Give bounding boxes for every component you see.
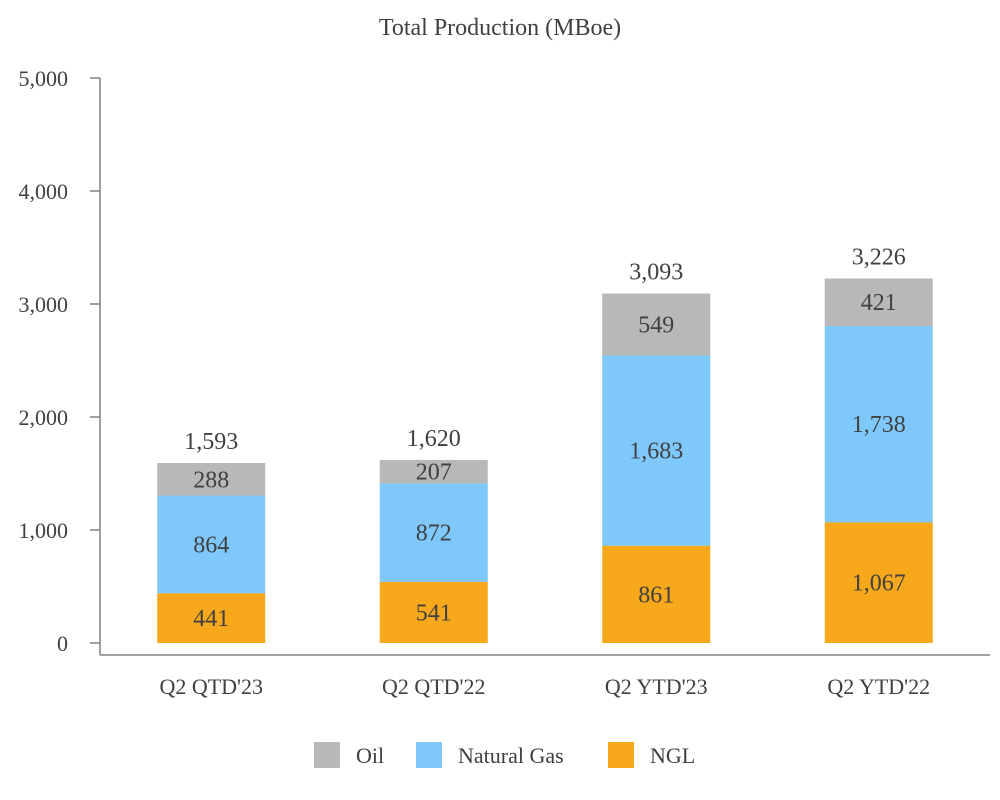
legend-label-oil: Oil — [356, 743, 384, 768]
axes: 0 1,000 2,000 3,000 4,000 5,000 — [19, 66, 990, 656]
legend-swatch-oil — [314, 742, 340, 768]
chart-title: Total Production (MBoe) — [379, 15, 621, 41]
data-label-natural-gas: 1,738 — [852, 412, 906, 438]
data-label-oil: 207 — [416, 460, 452, 486]
x-tick-label: Q2 QTD'23 — [159, 674, 263, 699]
bar-segment-ngl — [157, 593, 266, 643]
bar-segment-natural-gas — [602, 355, 711, 546]
data-label-ngl: 1,067 — [852, 571, 906, 597]
bar-segment-oil — [602, 293, 711, 356]
legend: Oil Natural Gas NGL — [314, 742, 695, 768]
y-tick-label: 4,000 — [19, 179, 69, 204]
y-tick-label: 0 — [57, 631, 68, 656]
data-label-ngl: 861 — [638, 582, 674, 608]
data-label-natural-gas: 864 — [193, 532, 229, 558]
legend-swatch-ngl — [608, 742, 634, 768]
total-label: 1,620 — [407, 426, 461, 452]
bar-segment-natural-gas — [157, 495, 266, 594]
total-label: 1,593 — [184, 429, 238, 455]
total-label: 3,093 — [629, 259, 683, 285]
data-label-ngl: 541 — [416, 600, 452, 626]
total-label: 3,226 — [852, 244, 906, 270]
bar-segment-ngl — [602, 545, 711, 643]
x-tick-label: Q2 YTD'23 — [605, 674, 708, 699]
bar-segment-oil — [379, 459, 488, 484]
data-label-ngl: 441 — [193, 606, 229, 632]
bars: 441 864 288 1,593 Q2 QTD'23 541 872 207 1,620 Q2 … — [157, 244, 933, 699]
bar-segment-oil — [824, 278, 933, 327]
x-tick-label: Q2 QTD'22 — [382, 674, 486, 699]
legend-swatch-natural-gas — [416, 742, 442, 768]
bar-segment-ngl — [824, 522, 933, 643]
y-tick-label: 1,000 — [19, 518, 69, 543]
legend-label-ngl: NGL — [650, 743, 695, 768]
y-tick-label: 5,000 — [19, 66, 69, 91]
y-tick-label: 3,000 — [19, 292, 69, 317]
data-label-oil: 421 — [861, 290, 897, 316]
data-label-oil: 288 — [193, 467, 229, 493]
bar-segment-natural-gas — [824, 326, 933, 523]
bar-segment-oil — [157, 462, 266, 496]
bar-segment-ngl — [379, 581, 488, 643]
data-label-oil: 549 — [638, 313, 674, 339]
data-label-natural-gas: 1,683 — [629, 439, 683, 465]
legend-label-natural-gas: Natural Gas — [458, 743, 564, 768]
bar-segment-natural-gas — [379, 483, 488, 582]
x-tick-label: Q2 YTD'22 — [827, 674, 930, 699]
data-label-natural-gas: 872 — [416, 521, 452, 547]
y-tick-label: 2,000 — [19, 405, 69, 430]
